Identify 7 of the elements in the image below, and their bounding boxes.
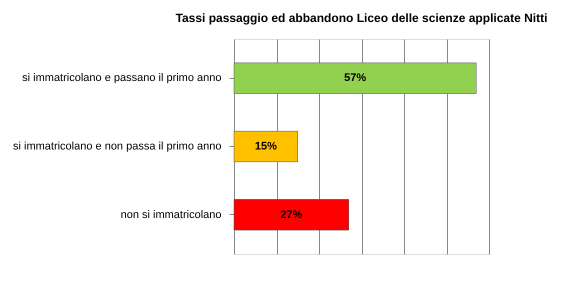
data-label: 57% <box>344 72 366 84</box>
y-tick-label: si immatricolano e non passa il primo anno <box>13 140 222 152</box>
data-label: 27% <box>280 208 303 221</box>
chart-title: Tassi passaggio ed abbandono Liceo delle scienze applicate Nitti <box>176 11 548 25</box>
y-tick-label: non si immatricolano <box>120 208 222 221</box>
data-label: 15% <box>254 140 278 152</box>
y-tick-label: si immatricolano e passano il primo anno <box>22 72 222 84</box>
